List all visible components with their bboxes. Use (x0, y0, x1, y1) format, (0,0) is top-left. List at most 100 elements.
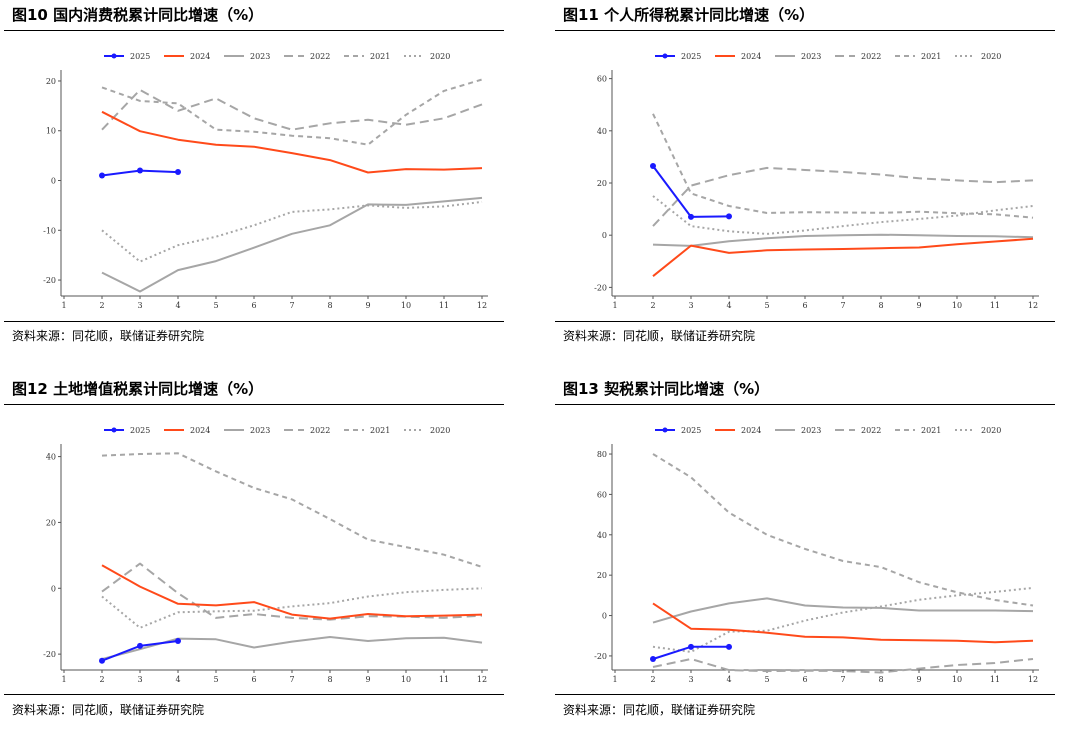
legend-label-2025: 2025 (681, 52, 701, 61)
y-tick-label: 0 (51, 177, 56, 186)
series-line-2023 (652, 597, 1034, 624)
legend-label-2021: 2021 (370, 52, 390, 61)
y-tick-label: 10 (46, 127, 56, 136)
x-tick-label: 9 (365, 675, 370, 684)
x-tick-label: 3 (688, 301, 693, 310)
x-tick-label: 10 (401, 675, 411, 684)
legend-label-2021: 2021 (921, 426, 941, 435)
legend-label-2022: 2022 (861, 426, 881, 435)
legend: 2025 2024 2023 2022 2021 2020 (655, 426, 1001, 435)
y-tick-label: -10 (43, 226, 56, 235)
series-point-2025 (99, 172, 105, 179)
legend-marker-2025 (111, 53, 117, 59)
x-tick-label: 3 (688, 675, 693, 684)
source-note: 资料来源：同花顺，联储证券研究院 (563, 703, 756, 717)
legend-label-2024: 2024 (190, 52, 210, 61)
x-tick-label: 9 (916, 675, 921, 684)
legend-label-2025: 2025 (130, 52, 150, 61)
legend-label-2023: 2023 (801, 52, 821, 61)
legend-label-2025: 2025 (130, 426, 150, 435)
series-line-2022 (101, 88, 483, 131)
x-tick-label: 12 (1028, 675, 1038, 684)
x-tick-label: 11 (439, 301, 449, 310)
legend-label-2023: 2023 (250, 52, 270, 61)
x-tick-label: 12 (1028, 301, 1038, 310)
series-line-2020 (101, 587, 483, 629)
source-rule (555, 694, 1055, 695)
chart-panel-deed-tax: 图13 契税累计同比增速（%） 2025 2024 2023 2022 2021 2020… (555, 374, 1055, 734)
y-tick-label: -20 (594, 283, 607, 292)
legend: 2025 2024 2023 2022 2021 2020 (655, 52, 1001, 61)
x-tick-label: 5 (764, 301, 769, 310)
series-line-2023 (101, 636, 483, 661)
series-line-2021 (652, 113, 1034, 219)
series-point-2025 (650, 655, 656, 662)
legend-label-2023: 2023 (801, 426, 821, 435)
series-line-2024 (652, 602, 1034, 644)
series-line-2021 (652, 453, 1034, 607)
y-tick-label: 20 (46, 518, 56, 527)
series-line-2021 (101, 452, 483, 568)
series-point-2025 (650, 163, 656, 170)
source-note: 资料来源：同花顺，联储证券研究院 (563, 329, 756, 343)
y-tick-label: 20 (46, 77, 56, 86)
legend-label-2021: 2021 (370, 426, 390, 435)
legend-label-2023: 2023 (250, 426, 270, 435)
legend: 2025 2024 2023 2022 2021 2020 (104, 426, 450, 435)
x-tick-label: 6 (251, 675, 256, 684)
legend-label-2020: 2020 (430, 52, 450, 61)
x-tick-label: 4 (175, 675, 180, 684)
y-tick-label: 60 (597, 490, 607, 499)
x-tick-label: 10 (952, 675, 962, 684)
title-rule (555, 30, 1055, 31)
y-tick-label: 40 (46, 453, 56, 462)
series-point-2025 (726, 643, 732, 650)
series-line-2020 (652, 586, 1034, 653)
series-line-2025 (652, 165, 730, 218)
legend-label-2020: 2020 (430, 426, 450, 435)
series-point-2025 (688, 213, 694, 220)
legend-label-2024: 2024 (741, 52, 761, 61)
y-tick-label: 20 (597, 179, 607, 188)
series-line-2024 (101, 110, 483, 174)
chart-title: 图11 个人所得税累计同比增速（%） (563, 6, 815, 24)
x-tick-label: 5 (764, 675, 769, 684)
x-tick-label: 8 (878, 301, 883, 310)
series-point-2025 (688, 643, 694, 650)
chart-title: 图13 契税累计同比增速（%） (563, 380, 770, 398)
y-tick-label: -20 (43, 650, 56, 659)
chart-panel-personal-income-tax: 图11 个人所得税累计同比增速（%） 2025 2024 2023 2022 2021 2… (555, 0, 1055, 360)
x-tick-label: 3 (137, 675, 142, 684)
series-line-2022 (101, 562, 483, 621)
y-tick-label: 80 (597, 450, 607, 459)
legend-label-2022: 2022 (861, 52, 881, 61)
legend-marker-2025 (111, 427, 117, 433)
series-line-2023 (652, 233, 1034, 247)
legend-label-2025: 2025 (681, 426, 701, 435)
x-tick-label: 6 (251, 301, 256, 310)
series-line-2020 (652, 195, 1034, 235)
series-point-2025 (99, 657, 105, 664)
chart-panel-domestic-consumption-tax: 图10 国内消费税累计同比增速（%） 2025 2024 2023 2022 2021 2… (4, 0, 504, 360)
series-point-2025 (175, 637, 181, 644)
x-tick-label: 1 (61, 675, 66, 684)
x-tick-label: 2 (650, 301, 655, 310)
source-rule (4, 321, 504, 322)
series-line-2021 (101, 78, 483, 146)
legend-label-2024: 2024 (190, 426, 210, 435)
series-point-2025 (137, 642, 143, 649)
chart-title: 图12 土地增值税累计同比增速（%） (12, 380, 264, 398)
x-tick-label: 6 (802, 675, 807, 684)
legend-label-2020: 2020 (981, 52, 1001, 61)
legend-label-2021: 2021 (921, 52, 941, 61)
x-tick-label: 1 (612, 301, 617, 310)
x-tick-label: 1 (612, 675, 617, 684)
x-tick-label: 7 (840, 301, 845, 310)
y-tick-label: -20 (594, 652, 607, 661)
y-tick-label: 0 (51, 584, 56, 593)
x-tick-label: 8 (878, 675, 883, 684)
x-tick-label: 2 (99, 675, 104, 684)
chart-title: 图10 国内消费税累计同比增速（%） (12, 6, 264, 24)
